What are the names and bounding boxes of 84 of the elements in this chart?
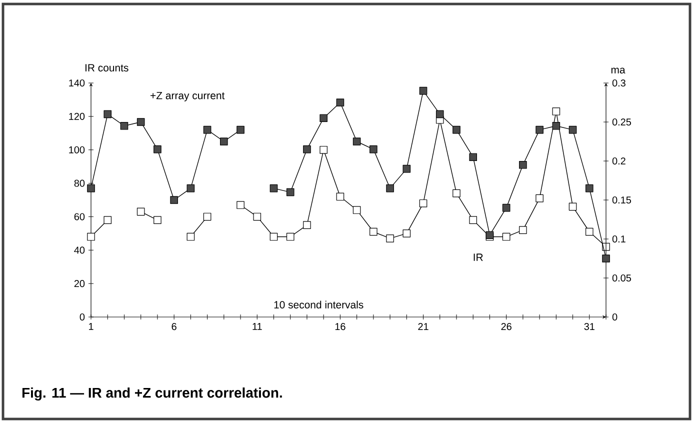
point [154,216,162,224]
point [303,221,311,229]
point [586,228,594,236]
x-tick-label: 1 [89,323,94,330]
point [436,110,444,118]
point [104,110,112,118]
x-axis-title: 10 second intervals [274,300,364,308]
point [370,228,378,236]
point [270,232,278,241]
point [352,138,361,146]
point [452,189,460,198]
point [136,118,145,126]
point [120,122,128,130]
point [253,212,262,221]
y2-axis-title: ma [611,68,626,74]
y-tick-label: 120 [69,112,85,120]
point [568,126,577,134]
point [220,138,228,146]
point [87,184,95,192]
y-tick-label: 20 [74,280,85,288]
x-tick-label: 6 [172,323,176,330]
point [386,234,394,242]
point [154,145,162,154]
point [469,153,478,161]
point [286,232,294,241]
point [236,126,244,134]
point [402,230,411,238]
point [370,145,378,154]
point [286,188,294,196]
point [320,114,328,122]
point [336,98,344,106]
point [502,232,510,241]
y-axis-title: IR counts [85,64,128,72]
point [568,202,577,211]
y-tick-label: 100 [69,146,85,154]
point [419,199,428,208]
point [336,192,344,201]
point [270,184,278,192]
series-label: +Z array current [150,92,225,102]
point [502,204,510,212]
point [87,232,95,241]
point [136,208,145,216]
point [536,126,544,134]
point [536,194,544,202]
point [586,184,594,192]
y-tick-label: 60 [74,213,85,220]
point [320,146,328,154]
point [186,232,195,241]
series-label: IR [474,254,483,261]
y2-tick-label: 0.05 [612,274,632,282]
point [236,201,244,209]
x-tick-label: 16 [335,323,346,330]
point [352,206,361,214]
point [419,86,428,95]
y2-tick-label: 0 [612,313,618,321]
y-tick-label: 0 [80,313,85,321]
point [186,184,195,192]
x-tick-label: 11 [252,323,262,330]
y2-tick-label: 0.1 [612,235,626,243]
y2-tick-label: 0.25 [612,118,632,126]
x-tick-label: 21 [418,323,428,330]
point [203,126,212,134]
point [552,108,560,116]
x-tick-label: 26 [501,323,512,330]
point [203,212,212,221]
y2-tick-label: 0.3 [612,79,626,87]
x-tick-label: 31 [584,323,594,330]
point [552,122,560,130]
y2-tick-label: 0.2 [612,157,626,165]
point [170,196,178,204]
point [104,216,112,224]
point [519,226,527,234]
y-tick-label: 80 [74,180,85,187]
point [469,216,478,224]
y-tick-label: 140 [69,79,85,87]
point [386,184,394,192]
point [303,145,311,154]
point [602,254,610,262]
text: Fig. 11 — IR and +Z current correlation. [22,387,282,401]
y-tick-label: 40 [74,246,85,254]
point [402,164,411,173]
point [519,161,527,169]
point [452,126,460,134]
y2-tick-label: 0.15 [612,196,632,204]
